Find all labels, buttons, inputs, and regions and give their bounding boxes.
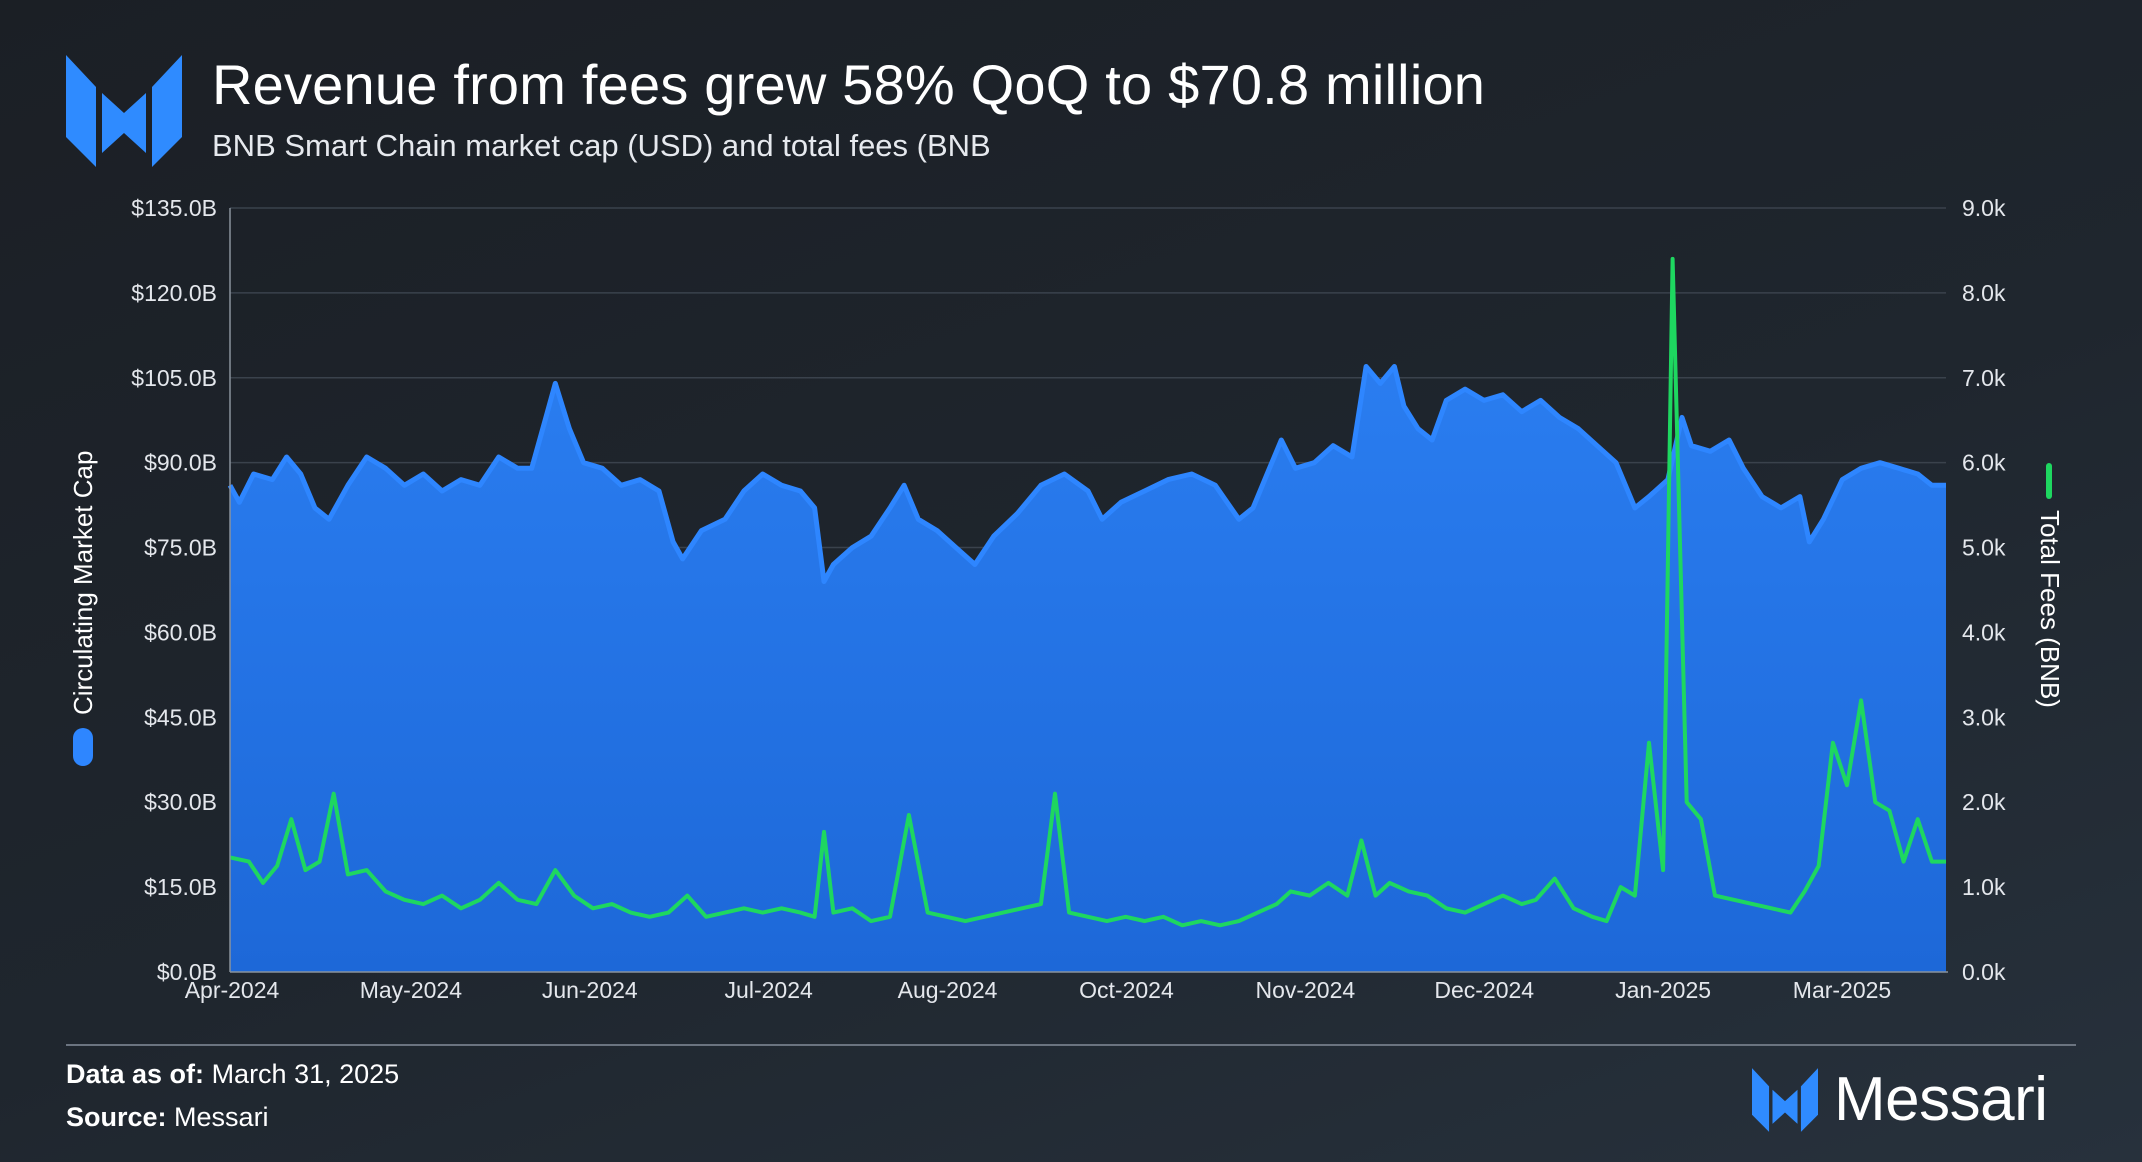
x-tick-label: Dec-2024: [1434, 977, 1534, 1003]
x-tick-label: Oct-2024: [1079, 977, 1174, 1003]
right-axis-legend: Total Fees (BNB): [2035, 463, 2065, 708]
messari-brand-icon: [1752, 1067, 1818, 1132]
right-tick-label: 4.0k: [1962, 619, 2006, 645]
data-date-value: March 31, 2025: [211, 1059, 400, 1089]
data-date: Data as of: March 31, 2025: [66, 1059, 399, 1090]
market-cap-line: [227, 364, 1946, 584]
left-tick-label: $0.0B: [157, 959, 217, 985]
right-axis-ticks: 0.0k 1.0k 2.0k 3.0k 4.0k 5.0k 6.0k 7.0k 8.0k 9.0k: [1962, 195, 2006, 985]
market-cap-fees-chart: $0.0B $15.0B $30.0B $45.0B $60.0B $75.0B $90.0…: [68, 195, 2065, 1003]
brand-logo: Messari: [1752, 1064, 2048, 1135]
x-axis-ticks: Apr-2024 May-2024 Jun-2024 Jul-2024 Aug-2024…: [185, 977, 1892, 1003]
x-tick-label: May-2024: [360, 977, 462, 1003]
left-tick-label: $45.0B: [144, 704, 217, 730]
left-tick-label: $15.0B: [144, 874, 217, 900]
right-tick-label: 7.0k: [1962, 365, 2006, 391]
left-axis-ticks: $0.0B $15.0B $30.0B $45.0B $60.0B $75.0B $90.0…: [131, 195, 217, 985]
x-tick-label: Jan-2025: [1615, 977, 1711, 1003]
left-tick-label: $120.0B: [131, 280, 217, 306]
right-axis-title: Total Fees (BNB): [2035, 510, 2065, 708]
messari-logo-icon: [66, 55, 182, 167]
x-tick-label: Mar-2025: [1793, 977, 1891, 1003]
right-tick-label: 0.0k: [1962, 959, 2006, 985]
fees-legend-swatch: [2046, 463, 2052, 499]
right-tick-label: 5.0k: [1962, 535, 2006, 561]
right-tick-label: 3.0k: [1962, 704, 2006, 730]
chart-title: Revenue from fees grew 58% QoQ to $70.8 …: [212, 53, 1486, 116]
right-tick-label: 6.0k: [1962, 450, 2006, 476]
left-tick-label: $60.0B: [144, 619, 217, 645]
chart-axes: [229, 208, 1948, 973]
left-tick-label: $75.0B: [144, 535, 217, 561]
left-tick-label: $135.0B: [131, 195, 217, 221]
right-tick-label: 9.0k: [1962, 195, 2006, 221]
brand-name: Messari: [1834, 1065, 2048, 1134]
market-cap-area-layer: [227, 364, 1946, 972]
x-tick-label: Aug-2024: [898, 977, 998, 1003]
data-source-value: Messari: [174, 1102, 269, 1132]
x-tick-label: Apr-2024: [185, 977, 280, 1003]
right-tick-label: 1.0k: [1962, 874, 2006, 900]
data-date-label: Data as of:: [66, 1059, 205, 1089]
right-tick-label: 8.0k: [1962, 280, 2006, 306]
fees-line: [229, 256, 1946, 928]
left-tick-label: $105.0B: [131, 365, 217, 391]
left-tick-label: $90.0B: [144, 450, 217, 476]
market-cap-area: [230, 366, 1946, 972]
fees-line-layer: [229, 256, 1946, 928]
left-axis-title: Circulating Market Cap: [68, 451, 98, 715]
market-cap-legend-swatch: [73, 728, 93, 766]
right-tick-label: 2.0k: [1962, 789, 2006, 815]
data-source: Source: Messari: [66, 1102, 269, 1133]
x-tick-label: Jun-2024: [542, 977, 638, 1003]
left-tick-label: $30.0B: [144, 789, 217, 815]
chart-subtitle: BNB Smart Chain market cap (USD) and tot…: [212, 128, 991, 163]
x-tick-label: Nov-2024: [1255, 977, 1355, 1003]
x-tick-label: Jul-2024: [725, 977, 813, 1003]
data-source-label: Source:: [66, 1102, 167, 1132]
left-axis-legend: Circulating Market Cap: [68, 451, 98, 766]
footer-divider: [66, 1044, 2076, 1046]
